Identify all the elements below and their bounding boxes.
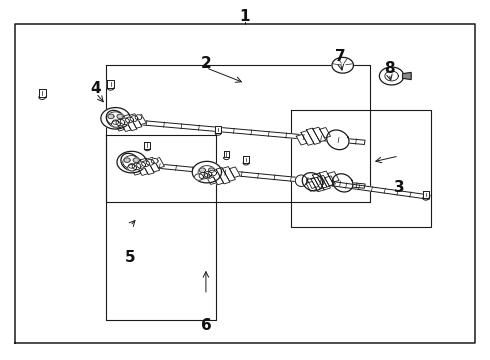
Polygon shape bbox=[211, 170, 223, 185]
Polygon shape bbox=[117, 114, 123, 119]
Polygon shape bbox=[192, 161, 221, 183]
Text: 7: 7 bbox=[335, 49, 345, 64]
Polygon shape bbox=[133, 158, 139, 162]
Polygon shape bbox=[123, 114, 137, 131]
Polygon shape bbox=[301, 177, 430, 199]
Polygon shape bbox=[209, 170, 217, 176]
Polygon shape bbox=[243, 156, 249, 163]
Polygon shape bbox=[333, 174, 353, 192]
Polygon shape bbox=[117, 151, 147, 173]
Polygon shape bbox=[106, 110, 125, 128]
Polygon shape bbox=[302, 173, 322, 191]
Polygon shape bbox=[229, 167, 240, 177]
Polygon shape bbox=[39, 89, 46, 97]
Polygon shape bbox=[311, 177, 324, 192]
Text: 5: 5 bbox=[125, 249, 136, 265]
Polygon shape bbox=[379, 67, 404, 85]
Polygon shape bbox=[145, 141, 150, 149]
Text: 3: 3 bbox=[393, 180, 404, 195]
Polygon shape bbox=[307, 177, 319, 188]
Polygon shape bbox=[199, 172, 208, 179]
Polygon shape bbox=[320, 127, 331, 138]
Polygon shape bbox=[127, 165, 136, 171]
Polygon shape bbox=[135, 161, 148, 175]
Polygon shape bbox=[119, 117, 131, 131]
Polygon shape bbox=[325, 176, 335, 186]
Text: 6: 6 bbox=[200, 318, 211, 333]
Polygon shape bbox=[130, 165, 141, 175]
Polygon shape bbox=[199, 168, 205, 172]
Polygon shape bbox=[327, 130, 349, 150]
Text: 8: 8 bbox=[384, 61, 394, 76]
Polygon shape bbox=[327, 172, 339, 183]
Polygon shape bbox=[108, 114, 114, 119]
Polygon shape bbox=[116, 120, 125, 126]
Polygon shape bbox=[140, 158, 154, 175]
Polygon shape bbox=[136, 114, 146, 125]
Polygon shape bbox=[135, 115, 142, 120]
Polygon shape bbox=[121, 153, 140, 171]
Polygon shape bbox=[216, 167, 230, 184]
Polygon shape bbox=[147, 157, 160, 172]
Polygon shape bbox=[146, 159, 154, 165]
Polygon shape bbox=[319, 171, 334, 187]
Polygon shape bbox=[204, 174, 210, 178]
Polygon shape bbox=[296, 135, 307, 145]
Polygon shape bbox=[306, 128, 320, 144]
Polygon shape bbox=[137, 162, 146, 168]
Polygon shape bbox=[332, 57, 353, 73]
Polygon shape bbox=[423, 191, 429, 198]
Polygon shape bbox=[112, 120, 119, 125]
Polygon shape bbox=[313, 173, 327, 189]
Polygon shape bbox=[313, 127, 326, 142]
Text: 2: 2 bbox=[200, 56, 211, 71]
Polygon shape bbox=[107, 81, 114, 87]
Polygon shape bbox=[206, 174, 217, 184]
Polygon shape bbox=[154, 158, 165, 168]
Polygon shape bbox=[120, 119, 365, 144]
Polygon shape bbox=[306, 181, 317, 191]
Polygon shape bbox=[124, 158, 130, 162]
Polygon shape bbox=[130, 116, 138, 121]
Polygon shape bbox=[128, 164, 135, 168]
Polygon shape bbox=[132, 163, 141, 170]
Text: 4: 4 bbox=[91, 81, 101, 96]
Polygon shape bbox=[112, 121, 120, 127]
Polygon shape bbox=[204, 171, 212, 177]
Polygon shape bbox=[403, 72, 411, 80]
Polygon shape bbox=[135, 162, 365, 188]
Polygon shape bbox=[125, 117, 133, 123]
Polygon shape bbox=[121, 118, 129, 125]
Polygon shape bbox=[195, 174, 203, 180]
Polygon shape bbox=[222, 167, 235, 181]
Polygon shape bbox=[142, 161, 149, 167]
Text: 1: 1 bbox=[240, 9, 250, 24]
Polygon shape bbox=[151, 158, 158, 163]
Polygon shape bbox=[208, 168, 215, 172]
Polygon shape bbox=[317, 175, 330, 190]
Polygon shape bbox=[129, 114, 142, 128]
Polygon shape bbox=[114, 121, 124, 131]
Polygon shape bbox=[301, 131, 314, 145]
Polygon shape bbox=[101, 108, 130, 129]
Polygon shape bbox=[295, 175, 307, 186]
Polygon shape bbox=[223, 150, 229, 157]
Polygon shape bbox=[215, 126, 221, 133]
